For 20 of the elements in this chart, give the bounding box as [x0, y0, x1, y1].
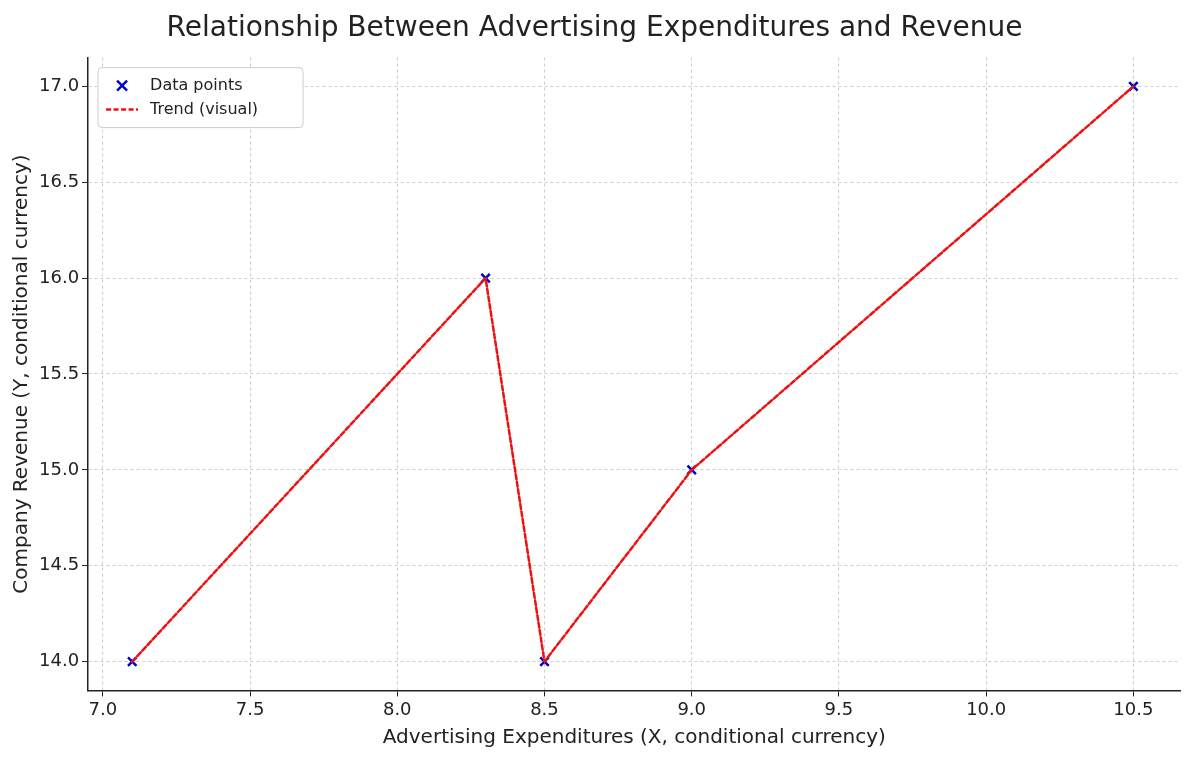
x-axis-title: Advertising Expenditures (X, conditional currency): [382, 724, 886, 749]
x-tick-label: 7.5: [235, 697, 265, 719]
legend-label: Data points: [150, 74, 243, 94]
y-tick-label: 14.0: [39, 649, 80, 671]
x-tick-label: 8.5: [530, 697, 559, 719]
y-tick-label: 15.0: [39, 457, 80, 479]
y-tick-label: 14.5: [39, 553, 80, 575]
y-tick-label: 17.0: [39, 74, 80, 96]
x-tick-label: 9.5: [824, 697, 854, 719]
x-tick-label: 7.0: [88, 697, 118, 719]
chart-title: Relationship Between Advertising Expenditures and Revenue: [166, 10, 1023, 44]
x-tick-label: 10.0: [966, 697, 1007, 719]
y-tick-label: 15.5: [39, 361, 80, 383]
y-tick-label: 16.0: [39, 265, 80, 287]
y-tick-label: 16.5: [39, 169, 80, 191]
legend-label: Trend (visual): [149, 98, 259, 118]
x-tick-label: 8.0: [382, 697, 412, 719]
y-axis-title: Company Revenue (Y, conditional currency): [8, 154, 33, 594]
x-tick-label: 9.0: [677, 697, 707, 719]
x-tick-label: 10.5: [1113, 697, 1154, 719]
